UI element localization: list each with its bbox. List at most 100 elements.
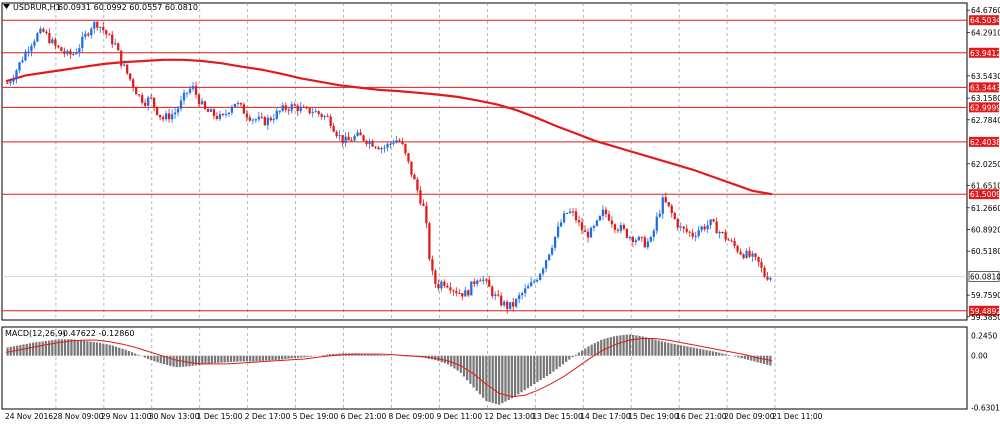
y-tick-label: 60.5180 <box>971 247 1000 256</box>
candle-body <box>6 82 9 84</box>
candle-body <box>138 94 141 96</box>
candle-body <box>290 104 293 111</box>
candle-body <box>440 281 443 289</box>
candle-body <box>362 135 365 141</box>
candle-body <box>467 290 470 296</box>
candle-body <box>185 92 189 94</box>
candle-body <box>580 222 584 231</box>
candle-body <box>263 117 266 126</box>
candle-body <box>748 250 751 257</box>
candle-body <box>335 131 338 137</box>
candle-body <box>341 135 344 143</box>
candle-body <box>685 228 688 232</box>
candle-body <box>658 213 661 217</box>
candle-body <box>42 28 45 32</box>
candle-body <box>200 101 204 105</box>
candle-body <box>610 220 614 225</box>
candle-body <box>63 51 66 54</box>
candle-body <box>311 112 314 114</box>
candle-body <box>736 245 739 252</box>
macd-panel: 0.2450 0.00 -0.6301 <box>5 332 1000 412</box>
candles <box>6 20 772 314</box>
candle-body <box>637 236 640 241</box>
level-tag <box>969 47 999 58</box>
candle-body <box>733 240 736 246</box>
level-tag-label: 64.5034 <box>970 16 1000 25</box>
candle-body <box>39 28 42 34</box>
y-tick-label: 60.8920 <box>971 225 1000 234</box>
x-tick-label: 2 Dec 17:00 <box>245 412 291 421</box>
candle-body <box>57 45 60 48</box>
x-tick-label: 9 Dec 11:00 <box>436 412 482 421</box>
price-axis: 64.6760 64.2910 63.5430 63.1580 62.7840 62.02… <box>967 6 1000 322</box>
candle-body <box>284 105 287 110</box>
level-tag <box>969 82 999 93</box>
candle-body <box>260 116 263 118</box>
level-tag <box>969 189 999 200</box>
candle-body <box>239 103 243 105</box>
candle-body <box>515 299 518 307</box>
candle-body <box>721 231 724 233</box>
candle-body <box>446 285 449 288</box>
candle-body <box>203 101 207 109</box>
x-tick-label: 13 Dec 15:00 <box>532 412 583 421</box>
candle-body <box>574 211 578 221</box>
candle-body <box>679 226 682 228</box>
level-tag <box>969 305 999 316</box>
candle-body <box>455 290 458 294</box>
candle-body <box>700 226 703 231</box>
candle-body <box>607 214 611 221</box>
candle-body <box>479 280 482 282</box>
candle-body <box>146 97 150 106</box>
candle-body <box>248 117 252 121</box>
candle-body <box>476 280 479 284</box>
candle-body <box>87 33 90 36</box>
candle-body <box>353 135 356 141</box>
candle-body <box>374 146 377 148</box>
candle-body <box>625 228 629 238</box>
candle-body <box>269 117 272 121</box>
x-tick-label: 20 Dec 09:00 <box>724 412 775 421</box>
candle-body <box>329 116 332 126</box>
candle-body <box>359 132 362 136</box>
candle-body <box>36 33 39 42</box>
candle-body <box>293 104 296 106</box>
moving-average-line <box>5 58 773 196</box>
candle-body <box>754 253 757 257</box>
candle-body <box>751 253 754 257</box>
candle-body <box>404 143 407 154</box>
candle-body <box>383 147 386 149</box>
candle-body <box>464 290 467 297</box>
candle-body <box>473 281 476 284</box>
candle-body <box>380 147 383 150</box>
x-tick-label: 8 Dec 09:00 <box>389 412 435 421</box>
candle-body <box>305 107 308 109</box>
candle-body <box>419 190 422 204</box>
candle-body <box>197 94 201 105</box>
current-price-label: 60.0810 <box>970 272 1000 281</box>
dropdown-triangle-icon[interactable] <box>3 4 10 9</box>
candle-body <box>302 106 305 108</box>
candle-body <box>314 111 317 113</box>
candle-body <box>553 236 557 248</box>
candle-body <box>691 232 694 237</box>
y-tick-label: 59.7590 <box>971 291 1000 300</box>
candle-body <box>577 220 581 223</box>
candle-body <box>158 114 162 118</box>
candle-body <box>129 73 132 80</box>
x-tick-label: 30 Nov 13:00 <box>149 412 200 421</box>
candle-body <box>365 140 368 144</box>
candle-body <box>694 235 697 237</box>
x-tick-label: 24 Nov 2016 <box>5 412 53 421</box>
candle-body <box>194 86 198 95</box>
x-tick-label: 12 Dec 13:00 <box>484 412 535 421</box>
chart-grid <box>1 2 968 410</box>
macd-tick-label: 0.2450 <box>971 332 997 341</box>
candle-body <box>526 286 530 289</box>
candle-body <box>434 270 437 284</box>
candle-body <box>535 279 539 282</box>
x-tick-label: 6 Dec 21:00 <box>341 412 387 421</box>
